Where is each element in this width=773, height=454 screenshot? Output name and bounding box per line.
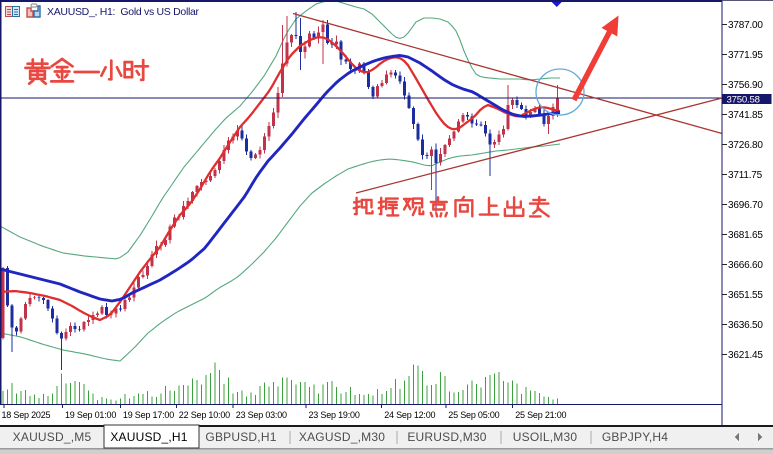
- svg-text:3711.75: 3711.75: [728, 170, 763, 181]
- svg-text:3696.70: 3696.70: [728, 200, 763, 211]
- svg-text:3750.58: 3750.58: [727, 94, 760, 105]
- svg-text:25 Sep 21:00: 25 Sep 21:00: [515, 410, 566, 420]
- svg-text:3756.90: 3756.90: [728, 80, 763, 91]
- svg-text:23 Sep 03:00: 23 Sep 03:00: [236, 410, 287, 420]
- svg-text:GBPJPY,H4: GBPJPY,H4: [602, 430, 668, 444]
- svg-text:EURUSD,M30: EURUSD,M30: [407, 430, 486, 444]
- svg-text:3621.45: 3621.45: [728, 350, 763, 361]
- svg-text:3771.95: 3771.95: [728, 50, 763, 61]
- svg-text:3741.85: 3741.85: [728, 110, 763, 121]
- svg-text:19 Sep 01:00: 19 Sep 01:00: [65, 410, 116, 420]
- svg-text:24 Sep 12:00: 24 Sep 12:00: [384, 410, 435, 420]
- svg-text:22 Sep 10:00: 22 Sep 10:00: [179, 410, 230, 420]
- svg-text:19 Sep 17:00: 19 Sep 17:00: [123, 410, 174, 420]
- svg-text:3636.50: 3636.50: [728, 320, 763, 331]
- svg-text:USOIL,M30: USOIL,M30: [513, 430, 578, 444]
- svg-text:18 Sep 2025: 18 Sep 2025: [2, 410, 51, 420]
- svg-text:3666.60: 3666.60: [728, 260, 763, 271]
- svg-text:3681.65: 3681.65: [728, 230, 763, 241]
- svg-text:3726.80: 3726.80: [728, 140, 763, 151]
- svg-text:3651.55: 3651.55: [728, 290, 763, 301]
- svg-text:23 Sep 19:00: 23 Sep 19:00: [309, 410, 360, 420]
- svg-text:XAUUSD_,M5: XAUUSD_,M5: [13, 430, 92, 444]
- svg-text:XAGUSD_,M30: XAGUSD_,M30: [299, 430, 385, 444]
- svg-text:XAUUSD_, H1: Gold vs US Dolla: XAUUSD_, H1: Gold vs US Dollar: [47, 6, 200, 18]
- svg-text:3787.00: 3787.00: [728, 20, 763, 31]
- svg-text:XAUUSD_,H1: XAUUSD_,H1: [110, 430, 187, 444]
- svg-text:GBPUSD,H1: GBPUSD,H1: [205, 430, 276, 444]
- svg-text:25 Sep 05:00: 25 Sep 05:00: [448, 410, 499, 420]
